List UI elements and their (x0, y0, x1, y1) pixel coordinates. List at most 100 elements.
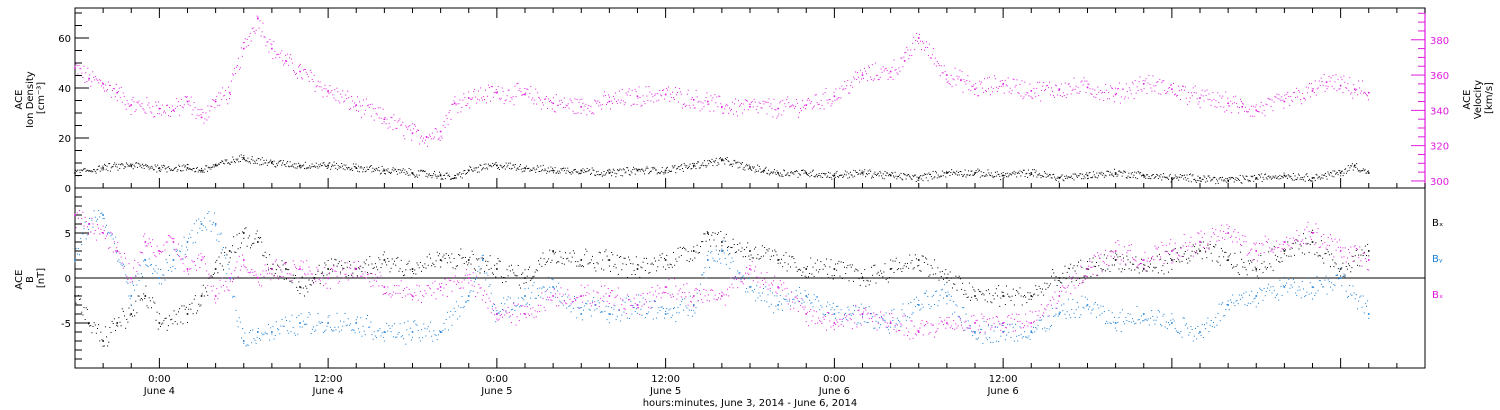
data-point (566, 105, 568, 107)
data-point (683, 309, 685, 311)
data-point (724, 240, 726, 242)
data-point (434, 128, 436, 130)
data-point (1323, 174, 1325, 176)
data-point (104, 163, 106, 165)
data-point (80, 238, 82, 240)
data-point (1167, 177, 1169, 179)
data-point (857, 72, 859, 74)
data-point (287, 53, 289, 55)
data-point (495, 276, 497, 278)
data-point (143, 109, 145, 111)
data-point (95, 332, 97, 334)
data-point (373, 331, 375, 333)
data-point (280, 269, 282, 271)
data-point (1106, 170, 1108, 172)
data-point (1187, 262, 1189, 264)
data-point (1168, 87, 1170, 89)
data-point (504, 277, 506, 279)
data-point (144, 259, 147, 261)
data-point (144, 295, 147, 297)
data-point (985, 173, 987, 175)
data-point (348, 97, 350, 99)
data-point (647, 263, 649, 265)
data-point (779, 172, 781, 174)
data-point (894, 69, 896, 71)
data-point (777, 107, 779, 110)
data-point (874, 62, 876, 64)
data-point (347, 167, 349, 169)
data-point (908, 267, 910, 269)
data-point (616, 173, 618, 175)
data-point (745, 165, 747, 167)
data-point (305, 71, 307, 73)
data-point (651, 262, 653, 264)
data-point (1266, 104, 1268, 106)
data-point (508, 89, 510, 91)
data-point (275, 269, 277, 271)
data-point (792, 298, 794, 300)
data-point (861, 78, 863, 80)
data-point (1300, 99, 1302, 101)
data-point (120, 164, 122, 166)
data-point (1161, 270, 1163, 272)
data-point (499, 99, 501, 101)
data-point (149, 300, 151, 302)
data-point (1301, 178, 1303, 180)
data-point (854, 170, 856, 172)
data-point (907, 174, 909, 176)
data-point (421, 329, 422, 331)
data-point (496, 310, 498, 312)
data-point (77, 73, 79, 75)
data-point (733, 159, 735, 161)
data-point (684, 105, 686, 107)
data-point (1337, 174, 1339, 176)
data-point (1008, 91, 1010, 93)
data-point (1281, 96, 1283, 98)
data-point (1002, 291, 1004, 293)
data-point (1018, 172, 1020, 174)
data-point (512, 96, 514, 98)
data-point (569, 98, 571, 100)
data-point (1112, 174, 1114, 176)
data-point (331, 164, 333, 166)
data-point (593, 169, 595, 171)
data-point (234, 251, 236, 253)
data-point (124, 104, 126, 106)
data-point (396, 127, 398, 129)
data-point (559, 103, 561, 105)
data-point (404, 274, 406, 276)
data-point (1236, 102, 1238, 104)
data-point (770, 303, 772, 305)
data-point (440, 330, 442, 332)
data-point (1186, 103, 1188, 105)
data-point (900, 57, 902, 59)
data-point (1100, 268, 1102, 270)
data-point (790, 172, 791, 174)
data-point (179, 165, 181, 167)
data-point (810, 171, 812, 173)
data-point (823, 314, 825, 316)
data-point (603, 269, 605, 271)
data-point (723, 252, 725, 254)
data-point (1057, 176, 1059, 178)
data-point (128, 307, 130, 309)
data-point (1267, 97, 1269, 99)
data-point (1245, 110, 1247, 112)
data-point (1062, 179, 1064, 181)
data-point (1104, 92, 1106, 94)
data-point (977, 289, 979, 291)
data-point (382, 108, 384, 110)
data-point (294, 167, 296, 169)
data-point (635, 91, 637, 93)
data-point (580, 265, 582, 267)
data-point (239, 67, 241, 69)
data-point (390, 267, 392, 269)
data-point (525, 92, 527, 94)
data-point (135, 300, 137, 302)
data-point (1227, 179, 1229, 182)
data-point (1011, 174, 1013, 176)
data-point (1325, 81, 1328, 83)
data-point (159, 113, 161, 115)
data-point (1162, 80, 1164, 82)
data-point (266, 41, 268, 43)
